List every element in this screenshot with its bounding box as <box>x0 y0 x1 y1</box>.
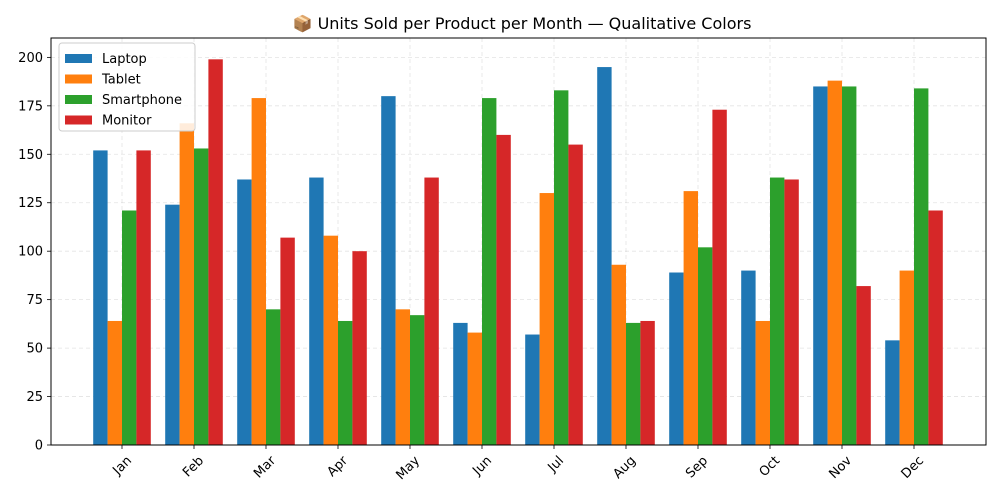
x-tick-label: Dec <box>899 453 927 481</box>
bar-laptop-mar <box>237 179 252 445</box>
x-tick-label: Aug <box>610 453 639 482</box>
x-tick-label: Jun <box>469 453 495 479</box>
legend: Laptop Tablet Smartphone Monitor <box>58 42 196 132</box>
legend-label-smartphone: Smartphone <box>102 93 182 108</box>
bar-smartphone-jan <box>122 210 137 445</box>
bar-smartphone-dec <box>914 88 929 445</box>
bar-smartphone-aug <box>626 322 641 445</box>
bar-monitor-sep <box>712 109 727 445</box>
bar-tablet-apr <box>323 235 338 445</box>
bar-tablet-jan <box>107 320 122 445</box>
bar-smartphone-feb <box>194 148 209 445</box>
bar-tablet-feb <box>179 123 194 446</box>
bar-laptop-oct <box>741 270 756 445</box>
bar-laptop-feb <box>165 204 180 445</box>
bar-monitor-nov <box>856 286 871 445</box>
bar-monitor-feb <box>208 59 223 446</box>
bar-tablet-sep <box>683 191 698 445</box>
x-tick-label: Feb <box>180 453 207 480</box>
bar-tablet-may <box>395 309 410 445</box>
bar-monitor-dec <box>928 210 943 445</box>
bar-smartphone-jul <box>554 90 569 445</box>
y-tick-label: 25 <box>26 390 43 405</box>
y-tick-label: 100 <box>18 245 43 260</box>
chart-title: 📦 Units Sold per Product per Month — Qua… <box>293 14 752 33</box>
bar-tablet-nov <box>827 80 842 445</box>
bar-smartphone-jun <box>482 98 497 445</box>
bar-laptop-dec <box>885 340 900 445</box>
x-tick-label: Oct <box>757 453 784 480</box>
bar-monitor-oct <box>784 179 799 445</box>
bar-laptop-nov <box>813 86 828 445</box>
legend-swatch-smartphone <box>65 95 92 104</box>
legend-box <box>58 42 196 132</box>
x-tick-label: May <box>393 453 423 483</box>
bars <box>93 59 943 446</box>
plot-frame <box>50 37 987 446</box>
bar-laptop-apr <box>309 177 324 446</box>
bar-laptop-aug <box>597 67 612 446</box>
y-tick-label: 150 <box>18 148 43 163</box>
bar-tablet-jun <box>467 332 482 445</box>
legend-swatch-tablet <box>65 74 92 84</box>
bar-monitor-jul <box>568 144 583 445</box>
legend-swatch-monitor <box>65 115 92 125</box>
bar-tablet-oct <box>755 320 770 445</box>
bar-laptop-sep <box>669 272 684 445</box>
bar-monitor-apr <box>352 251 367 445</box>
bar-monitor-jun <box>496 134 511 445</box>
x-tick-label: Mar <box>251 453 279 481</box>
bar-smartphone-may <box>410 315 425 445</box>
y-tick-label: 200 <box>18 51 43 66</box>
y-tick-label: 0 <box>35 439 43 454</box>
bar-monitor-may <box>424 177 439 446</box>
bar-smartphone-nov <box>842 86 857 445</box>
bar-laptop-jun <box>453 322 468 445</box>
x-tick-label: Sep <box>683 453 711 481</box>
y-tick-label: 75 <box>26 293 43 308</box>
bar-tablet-jul <box>539 193 554 445</box>
legend-label-laptop: Laptop <box>102 52 147 67</box>
x-tick-label: Nov <box>826 453 855 482</box>
bar-monitor-aug <box>640 320 655 445</box>
bar-smartphone-mar <box>266 309 281 445</box>
y-tick-label: 50 <box>26 342 43 357</box>
bar-laptop-may <box>381 96 396 446</box>
bar-tablet-dec <box>899 270 914 445</box>
bar-tablet-aug <box>611 264 626 445</box>
x-tick-label: Jul <box>545 453 567 475</box>
y-tick-label: 175 <box>18 99 43 114</box>
x-tick-label: Apr <box>325 453 352 480</box>
bar-monitor-mar <box>280 237 295 445</box>
x-tick-label: Jan <box>110 453 135 478</box>
bar-tablet-mar <box>251 98 266 445</box>
legend-label-tablet: Tablet <box>101 73 141 88</box>
bar-monitor-jan <box>136 150 151 445</box>
bar-laptop-jan <box>93 150 108 445</box>
bar-smartphone-sep <box>698 247 713 445</box>
y-tick-label: 125 <box>18 196 43 211</box>
bar-smartphone-apr <box>338 320 353 445</box>
bar-smartphone-oct <box>770 177 785 446</box>
bar-laptop-jul <box>525 334 540 445</box>
legend-label-monitor: Monitor <box>102 114 152 129</box>
legend-swatch-laptop <box>65 54 92 63</box>
